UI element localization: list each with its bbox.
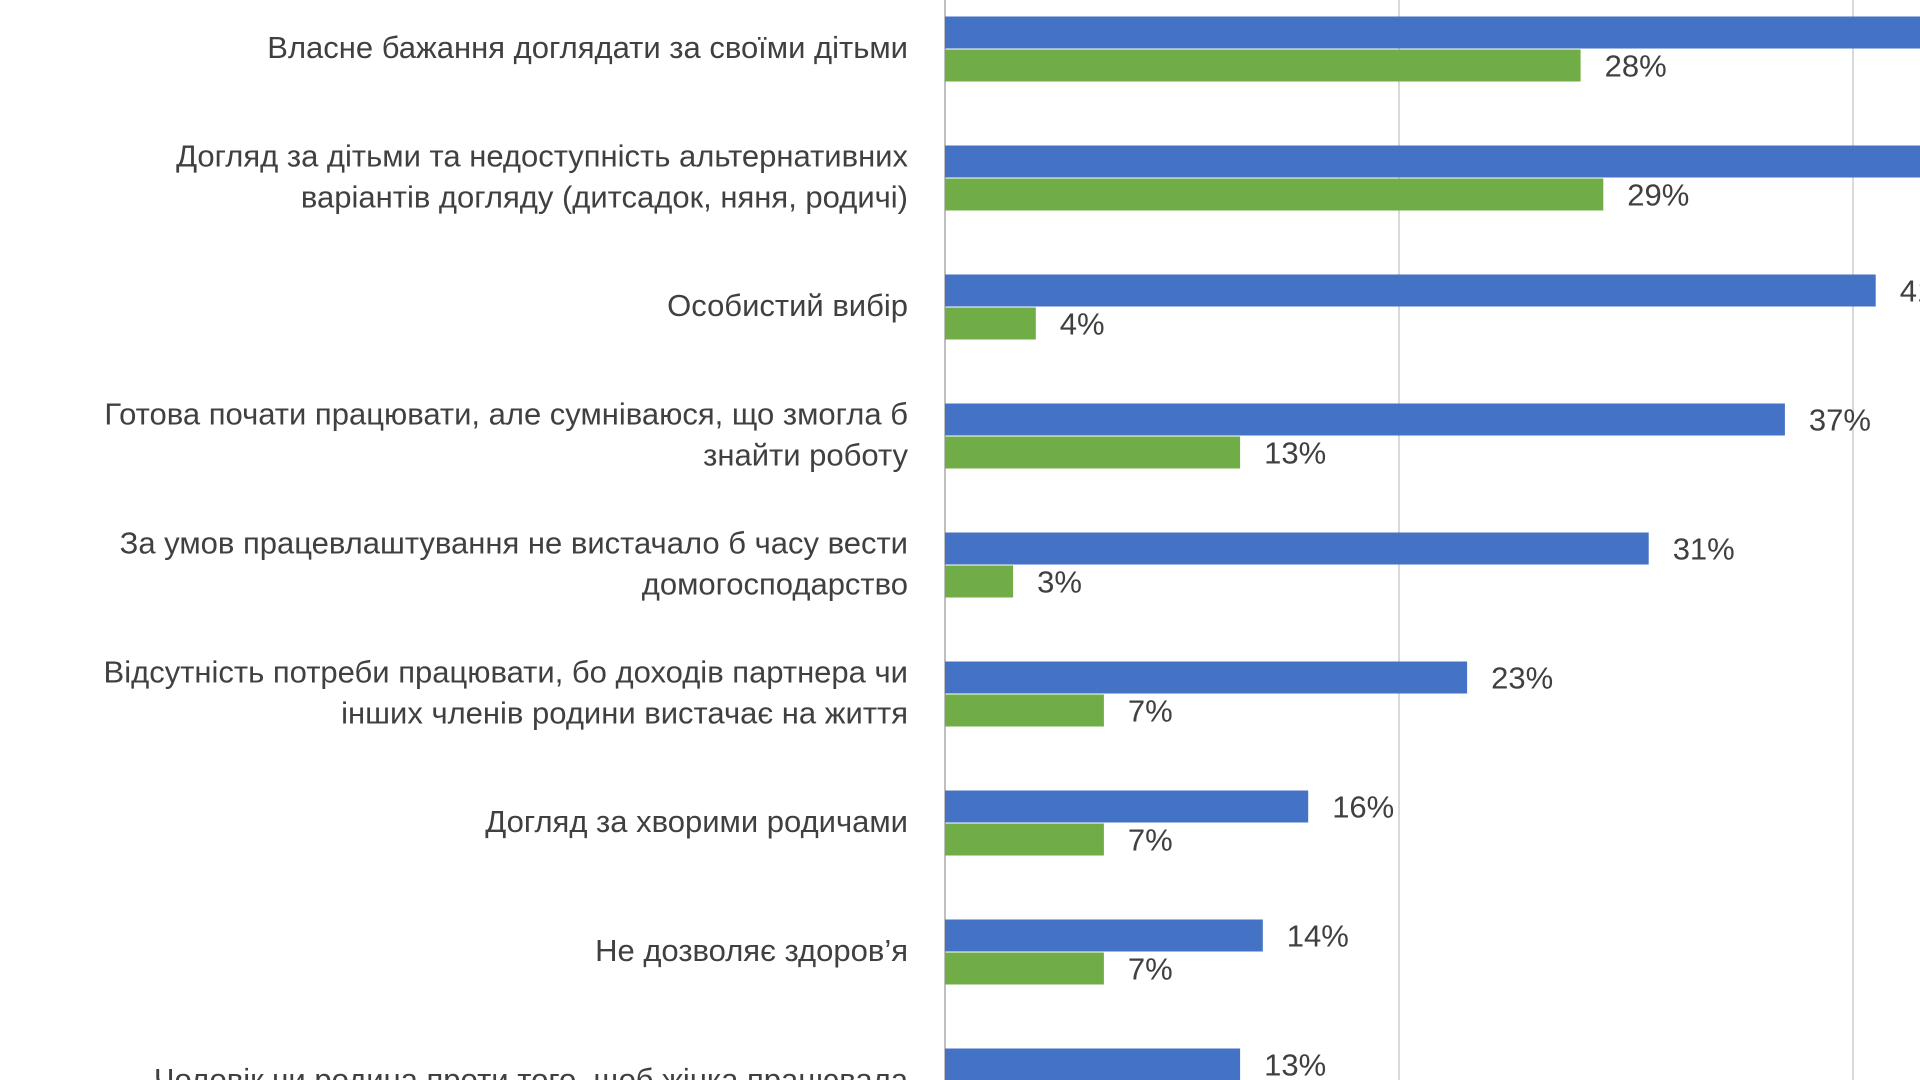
data-label: 41%	[1900, 274, 1920, 309]
bar-series-1	[945, 790, 1309, 823]
category-label: Чоловік чи родина проти того, щоб жінка …	[154, 1062, 909, 1080]
category-label-line: Догляд за хворими родичами	[485, 804, 908, 839]
data-label: 31%	[1673, 532, 1735, 567]
bar-series-1	[945, 274, 1876, 307]
category-label-line: За умов працевлаштування не вистачало б …	[120, 526, 908, 561]
data-label: 7%	[1128, 823, 1173, 858]
category-label: Готова почати працювати, але сумніваюся,…	[104, 397, 908, 473]
bar-series-2	[945, 307, 1036, 340]
bar-series-2	[945, 436, 1241, 469]
bar-series-2	[945, 178, 1604, 211]
category-label: За умов працевлаштування не вистачало б …	[120, 526, 908, 602]
data-label: 16%	[1332, 790, 1394, 825]
data-label: 13%	[1264, 1048, 1326, 1080]
category-labels: Власне бажання доглядати за своїми дітьм…	[104, 30, 909, 1080]
category-label-line: Догляд за дітьми та недоступність альтер…	[176, 139, 908, 174]
data-label: 13%	[1264, 436, 1326, 471]
bar-series-1	[945, 145, 1920, 178]
bar-series-1	[945, 532, 1649, 565]
data-label: 4%	[1060, 307, 1105, 342]
bar-series-2	[945, 565, 1014, 598]
category-label-line: Не дозволяє здоров’я	[595, 933, 908, 968]
bar-series-2	[945, 694, 1104, 727]
category-label: Відсутність потреби працювати, бо доході…	[104, 655, 908, 731]
category-label: Догляд за дітьми та недоступність альтер…	[176, 139, 908, 215]
data-label: 28%	[1605, 49, 1667, 84]
bar-series-1	[945, 403, 1785, 436]
bar-series-2	[945, 49, 1581, 82]
category-label-line: Особистий вибір	[667, 288, 908, 323]
category-label-line: Готова почати працювати, але сумніваюся,…	[104, 397, 908, 432]
category-label: Догляд за хворими родичами	[485, 804, 908, 839]
category-label: Власне бажання доглядати за своїми дітьм…	[267, 30, 908, 65]
bar-series-2	[945, 823, 1104, 856]
category-label-line: Відсутність потреби працювати, бо доході…	[104, 655, 908, 690]
category-label: Особистий вибір	[667, 288, 908, 323]
category-label-line: варіантів догляду (дитсадок, няня, родич…	[301, 180, 908, 215]
data-label: 3%	[1037, 565, 1082, 600]
data-label: 37%	[1809, 403, 1871, 438]
bar-series-2	[945, 952, 1104, 985]
category-label-line: Чоловік чи родина проти того, щоб жінка …	[154, 1062, 909, 1080]
bar-series-1	[945, 919, 1263, 952]
category-label-line: знайти роботу	[703, 438, 908, 473]
bar-series-1	[945, 661, 1468, 694]
bar-series-1	[945, 16, 1920, 49]
category-label: Не дозволяє здоров’я	[595, 933, 908, 968]
bars	[945, 16, 1920, 1080]
bar-series-1	[945, 1048, 1241, 1080]
data-label: 23%	[1491, 661, 1553, 696]
category-label-line: Власне бажання доглядати за своїми дітьм…	[267, 30, 908, 65]
data-label: 7%	[1128, 694, 1173, 729]
data-label: 29%	[1627, 178, 1689, 213]
category-label-line: інших членів родини вистачає на життя	[341, 696, 908, 731]
data-label: 7%	[1128, 952, 1173, 987]
data-label: 14%	[1287, 919, 1349, 954]
category-label-line: домогосподарство	[642, 567, 908, 602]
value-labels: 62%28%53%29%41%4%37%13%31%3%23%7%16%7%14…	[1037, 49, 1920, 1080]
